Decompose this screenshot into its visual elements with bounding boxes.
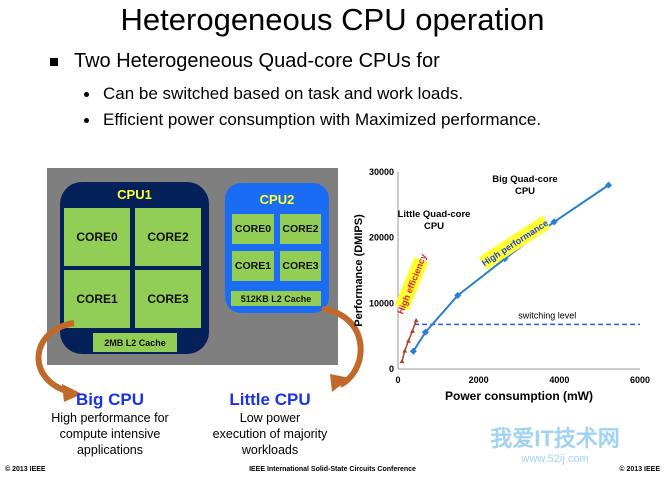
- high-performance-label: High performance: [480, 218, 550, 268]
- data-point: [399, 358, 405, 364]
- y-tick-label: 30000: [369, 167, 394, 177]
- switching-level-label: switching level: [518, 310, 576, 320]
- y-tick-label: 10000: [369, 298, 394, 308]
- big-cpu-annotation: CPU: [515, 186, 535, 197]
- x-axis-label: Power consumption (mW): [445, 389, 593, 403]
- x-tick-label: 0: [395, 375, 400, 385]
- cpu2-core3: CORE3: [280, 251, 321, 281]
- cpu1-core1: CORE1: [64, 270, 130, 328]
- page-title: Heterogeneous CPU operation: [120, 2, 545, 37]
- dot-bullet-icon: [84, 118, 89, 124]
- footer-copyright-right: © 2013 IEEE: [619, 466, 660, 473]
- big-cpu-description: High performance for compute intensive app…: [30, 410, 190, 458]
- left-arrow-head-icon: [62, 384, 82, 402]
- watermark-text: 我爱IT技术网: [490, 426, 620, 451]
- left-curved-arrow-icon: [35, 320, 75, 395]
- bullet-text: Efficient power consumption with Maximiz…: [103, 110, 542, 129]
- cpu2-core1: CORE1: [232, 251, 274, 281]
- performance-chart: 0 2000 4000 6000 0 10000 20000 30000 Power consu…: [353, 167, 650, 403]
- data-point: [402, 348, 408, 353]
- watermark-url: www.52ij.com: [521, 453, 589, 465]
- little-cpu-description: Low power execution of majority workloads: [190, 410, 350, 458]
- cpu2-cache: 512KB L2 Cache: [231, 291, 321, 306]
- big-cpu-heading: Big CPU: [76, 390, 144, 409]
- right-arrow-head-icon: [330, 374, 350, 392]
- bullet-text: Two Heterogeneous Quad-core CPUs for: [74, 50, 440, 72]
- series-line-big: [412, 184, 610, 352]
- cpu1-core0: CORE0: [64, 208, 130, 266]
- desc-line: workloads: [241, 443, 299, 457]
- data-point: [454, 291, 462, 299]
- sub-bullet: Can be switched based on task and work l…: [84, 84, 463, 104]
- cpu1-core3: CORE3: [135, 270, 201, 328]
- footer-copyright-left: © 2013 IEEE: [5, 466, 46, 473]
- data-point: [421, 328, 429, 336]
- data-point: [413, 317, 419, 323]
- high-efficiency-highlight: [394, 256, 429, 311]
- watermark: 我爱IT技术网 www.52ij.com: [445, 415, 665, 475]
- footer-conference: IEEE International Solid-State Circuits …: [249, 466, 416, 473]
- bullet-main: Two Heterogeneous Quad-core CPUs for: [50, 50, 440, 73]
- little-cpu-annotation: CPU: [424, 221, 444, 232]
- bullet-text: Can be switched based on task and work l…: [103, 84, 464, 103]
- y-tick-label: 0: [389, 364, 394, 374]
- x-tick-label: 2000: [469, 375, 489, 385]
- little-cpu-heading: Little CPU: [229, 390, 311, 409]
- cpu2-core0: CORE0: [232, 214, 274, 244]
- cpu2-core2: CORE2: [280, 214, 321, 244]
- y-tick-label: 20000: [369, 233, 394, 243]
- cpu1-title: CPU1: [117, 187, 152, 202]
- cpu1-cache: 2MB L2 Cache: [93, 333, 177, 352]
- x-tick-label: 4000: [549, 375, 569, 385]
- data-point: [410, 328, 416, 333]
- dot-bullet-icon: [84, 92, 89, 98]
- square-bullet-icon: [50, 57, 58, 66]
- x-tick-label: 6000: [630, 375, 650, 385]
- sub-bullet: Efficient power consumption with Maximiz…: [84, 110, 541, 130]
- cpu1-core2: CORE2: [135, 208, 201, 266]
- desc-line: applications: [76, 443, 143, 457]
- y-axis-label: Performance (DMIPS): [353, 214, 365, 327]
- high-efficiency-label: High efficiency: [395, 252, 428, 315]
- desc-line: execution of majority: [212, 427, 328, 441]
- little-cpu-annotation: Little Quad-core: [398, 209, 471, 220]
- desc-line: compute intensive: [59, 427, 161, 441]
- data-point: [405, 338, 411, 343]
- desc-line: High performance for: [51, 411, 169, 425]
- big-cpu-annotation: Big Quad-core: [492, 174, 557, 185]
- desc-line: Low power: [239, 411, 301, 425]
- high-performance-highlight: [478, 215, 551, 270]
- cpu2-title: CPU2: [259, 192, 295, 207]
